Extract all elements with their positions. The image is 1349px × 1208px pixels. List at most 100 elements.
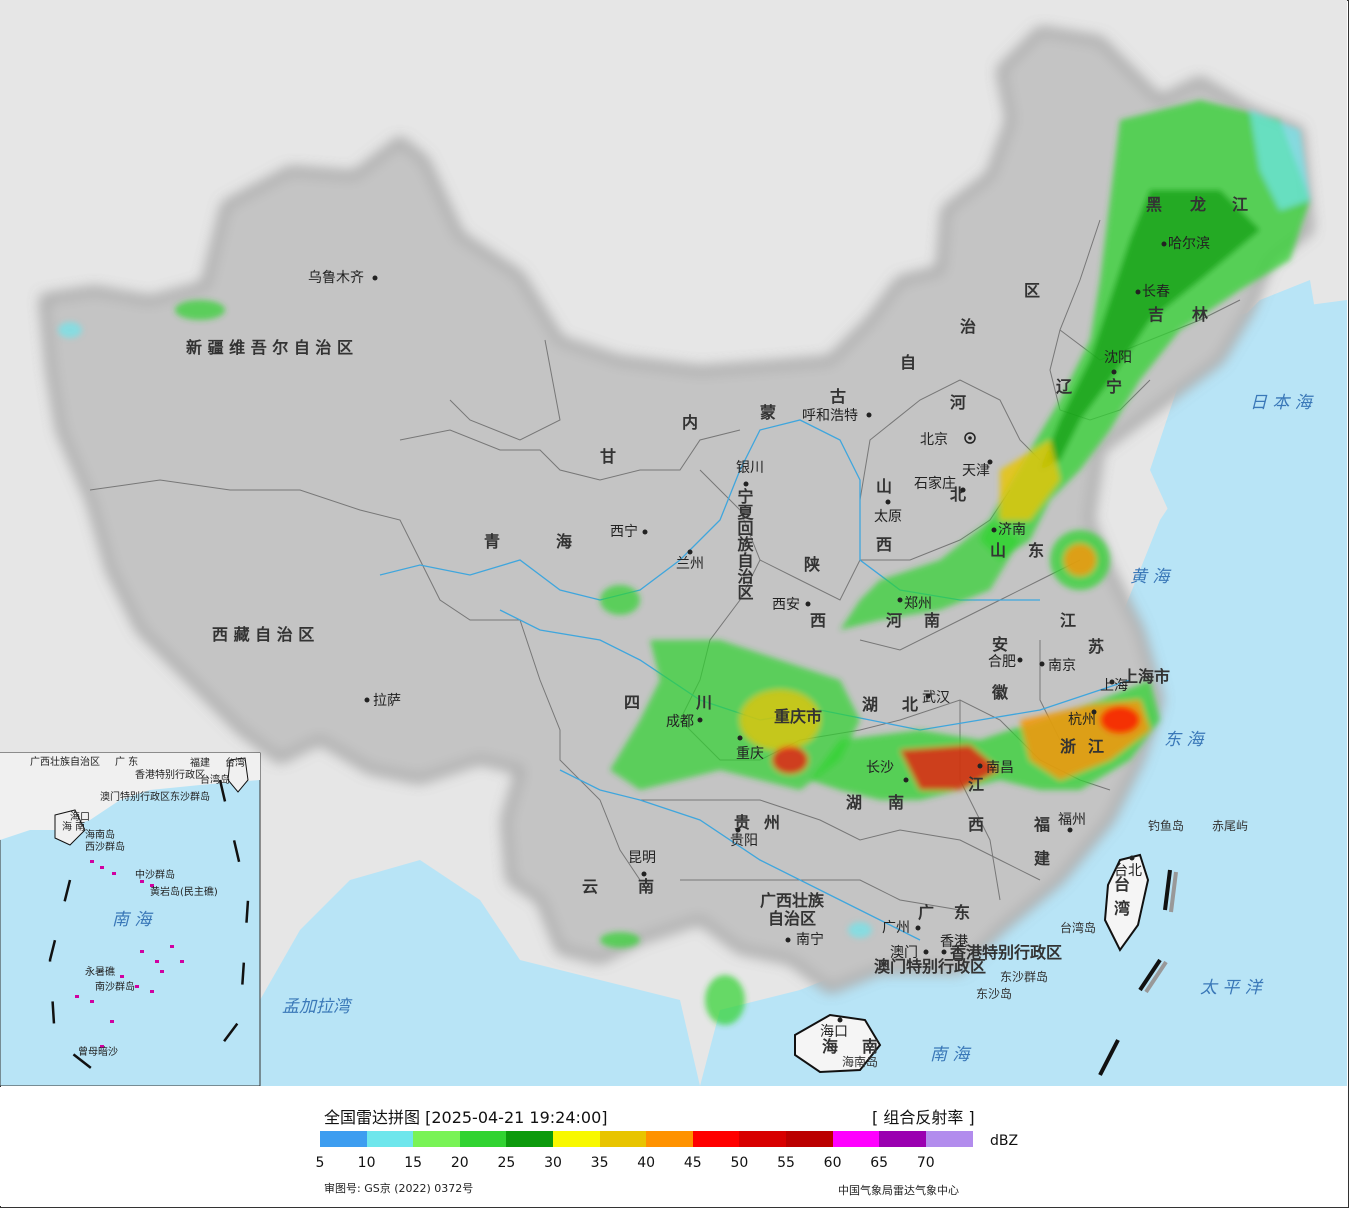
inset-hk: 香港特别行政区 [135, 768, 205, 781]
inset-taiwan: 台湾 [225, 756, 245, 769]
province-labels: 新 疆 维 吾 尔 自 治 区 西 藏 自 治 区 青 海 甘 四 川 云 南 … [186, 195, 1248, 1056]
scale-swatch [832, 1131, 880, 1147]
label-henan-1: 河 [886, 611, 902, 630]
city-beijing: 北京 [920, 432, 976, 448]
sea-labels: 日 本 海 黄 海 东 海 南 海 太 平 洋 孟加拉湾 [282, 393, 1315, 1065]
city-shijiazhuang: 石家庄 [914, 475, 966, 493]
taiwan-island-shape [1103, 853, 1150, 952]
svg-text:乌鲁木齐: 乌鲁木齐 [308, 270, 364, 286]
svg-text:南昌: 南昌 [986, 760, 1014, 776]
city-fuzhou: 福州 [1058, 812, 1086, 833]
radar-mosaic-map: 广西壮族自治区 广 东 台湾 福建 香港特别行政区 澳门特别行政区 东沙群岛 台… [0, 0, 1347, 1086]
scale-tick: 60 [823, 1155, 842, 1171]
city-changsha: 长沙 [866, 760, 909, 783]
city-lanzhou: 兰州 [676, 549, 704, 572]
city-hefei: 合肥 [988, 654, 1023, 670]
sea-bengal: 孟加拉湾 [282, 997, 353, 1017]
label-guangxi-2: 自治区 [768, 909, 816, 928]
inset-hainan-island: 海南岛 [85, 828, 115, 841]
label-sichuan-1: 四 [624, 693, 640, 712]
island-hainan: 海南岛 [842, 1054, 878, 1069]
svg-text:昆明: 昆明 [628, 850, 656, 866]
city-guangzhou: 广州 [882, 920, 921, 936]
city-tianjin: 天津 [962, 459, 993, 479]
label-hunan-1: 湖 [846, 793, 862, 812]
approval-number: 审图号: GS京 (2022) 0372号 [324, 1182, 474, 1195]
scale-tick: 20 [450, 1155, 469, 1171]
city-haikou: 海口 [820, 1017, 848, 1040]
city-taipei: 台北 [1114, 855, 1142, 879]
scale-swatch [320, 1131, 367, 1147]
label-jiangsu-1: 江 [1060, 611, 1076, 630]
label-shandong-2: 东 [1028, 541, 1044, 560]
south-china-sea-inset: 广西壮族自治区 广 东 台湾 福建 香港特别行政区 澳门特别行政区 东沙群岛 台… [0, 752, 261, 1086]
label-guangdong-1: 广 [918, 903, 934, 922]
sea-japan: 日 本 海 [1250, 393, 1315, 413]
svg-text:成都: 成都 [666, 714, 694, 730]
scale-swatch [553, 1131, 600, 1147]
svg-text:福州: 福州 [1058, 812, 1086, 828]
city-hohhot: 呼和浩特 [802, 408, 872, 424]
scale-tick: 40 [637, 1155, 656, 1171]
label-guangxi-1: 广西壮族 [760, 891, 825, 910]
svg-text:太原: 太原 [874, 509, 902, 525]
label-hk: 香港特别行政区 [949, 943, 1062, 962]
scale-tick: 50 [730, 1155, 749, 1171]
inset-macau: 澳门特别行政区 [100, 790, 170, 803]
scale-swatch [366, 1131, 414, 1147]
svg-text:杭州: 杭州 [1068, 712, 1096, 728]
city-zhengzhou: 郑州 [897, 596, 932, 612]
city-chengdu: 成都 [666, 714, 703, 730]
inset-nansha: 南沙群岛 [95, 980, 135, 993]
label-neimenggu-6: 区 [1024, 281, 1040, 300]
city-hongkong: 香港 [940, 934, 968, 955]
scale-swatch [925, 1131, 973, 1147]
city-shanghai: 上海 [1100, 678, 1128, 694]
sea-yellow: 黄 海 [1130, 567, 1172, 587]
unit-label: dBZ [990, 1133, 1019, 1149]
label-fujian-2: 建 [1034, 849, 1050, 868]
label-neimenggu-2: 蒙 [760, 403, 776, 422]
svg-text:石家庄: 石家庄 [914, 475, 956, 492]
inset-dongsha: 东沙群岛 [170, 790, 210, 803]
svg-text:南宁: 南宁 [796, 931, 824, 948]
city-urumqi: 乌鲁木齐 [308, 270, 378, 286]
city-shenyang: 沈阳 [1104, 350, 1132, 375]
scale-tick: 10 [357, 1155, 376, 1171]
inset-guangxi: 广西壮族自治区 [30, 755, 100, 768]
scale-swatch [599, 1131, 647, 1147]
svg-text:南京: 南京 [1048, 658, 1076, 674]
inset-xisha: 西沙群岛 [85, 840, 125, 853]
scale-tick: 65 [870, 1155, 889, 1171]
scale-tick: 25 [497, 1155, 516, 1171]
svg-text:香港: 香港 [940, 934, 968, 950]
label-henan-2: 南 [924, 611, 940, 630]
island-taiwan: 台湾岛 [1060, 920, 1096, 935]
scale-tick: 45 [683, 1155, 702, 1171]
label-shanghai: 上海市 [1122, 667, 1170, 686]
city-guiyang: 贵阳 [730, 827, 758, 849]
island-dongsha-2: 东沙岛 [976, 986, 1012, 1001]
label-ningxia: 宁夏回族自治区 [735, 487, 755, 600]
svg-text:济南: 济南 [998, 522, 1026, 538]
label-sichuan-2: 川 [695, 693, 712, 712]
inset-zengmu: 曾母暗沙 [78, 1045, 118, 1058]
label-hubei-1: 湖 [862, 695, 878, 714]
island-diaoyu: 钓鱼岛 [1148, 818, 1184, 833]
label-gansu: 甘 [600, 447, 616, 466]
label-fujian-1: 福 [1033, 815, 1050, 834]
svg-text:西安: 西安 [772, 597, 800, 613]
inset-fujian: 福建 [190, 756, 210, 769]
inset-haikou: 海口 [70, 810, 90, 823]
inset-yongshu: 永暑礁 [85, 965, 115, 978]
scale-swatch [413, 1131, 461, 1147]
svg-text:西宁: 西宁 [610, 523, 638, 540]
label-xizang: 西 藏 自 治 区 [212, 625, 314, 644]
svg-text:哈尔滨: 哈尔滨 [1168, 236, 1210, 252]
dash-line-shadow [1144, 871, 1178, 994]
city-kunming: 昆明 [628, 850, 656, 877]
city-xining: 西宁 [610, 523, 648, 540]
inset-hainan: 海 南 [62, 820, 85, 833]
label-hainan-2: 南 [862, 1037, 878, 1056]
label-heilongjiang-2: 龙 [1189, 195, 1206, 214]
